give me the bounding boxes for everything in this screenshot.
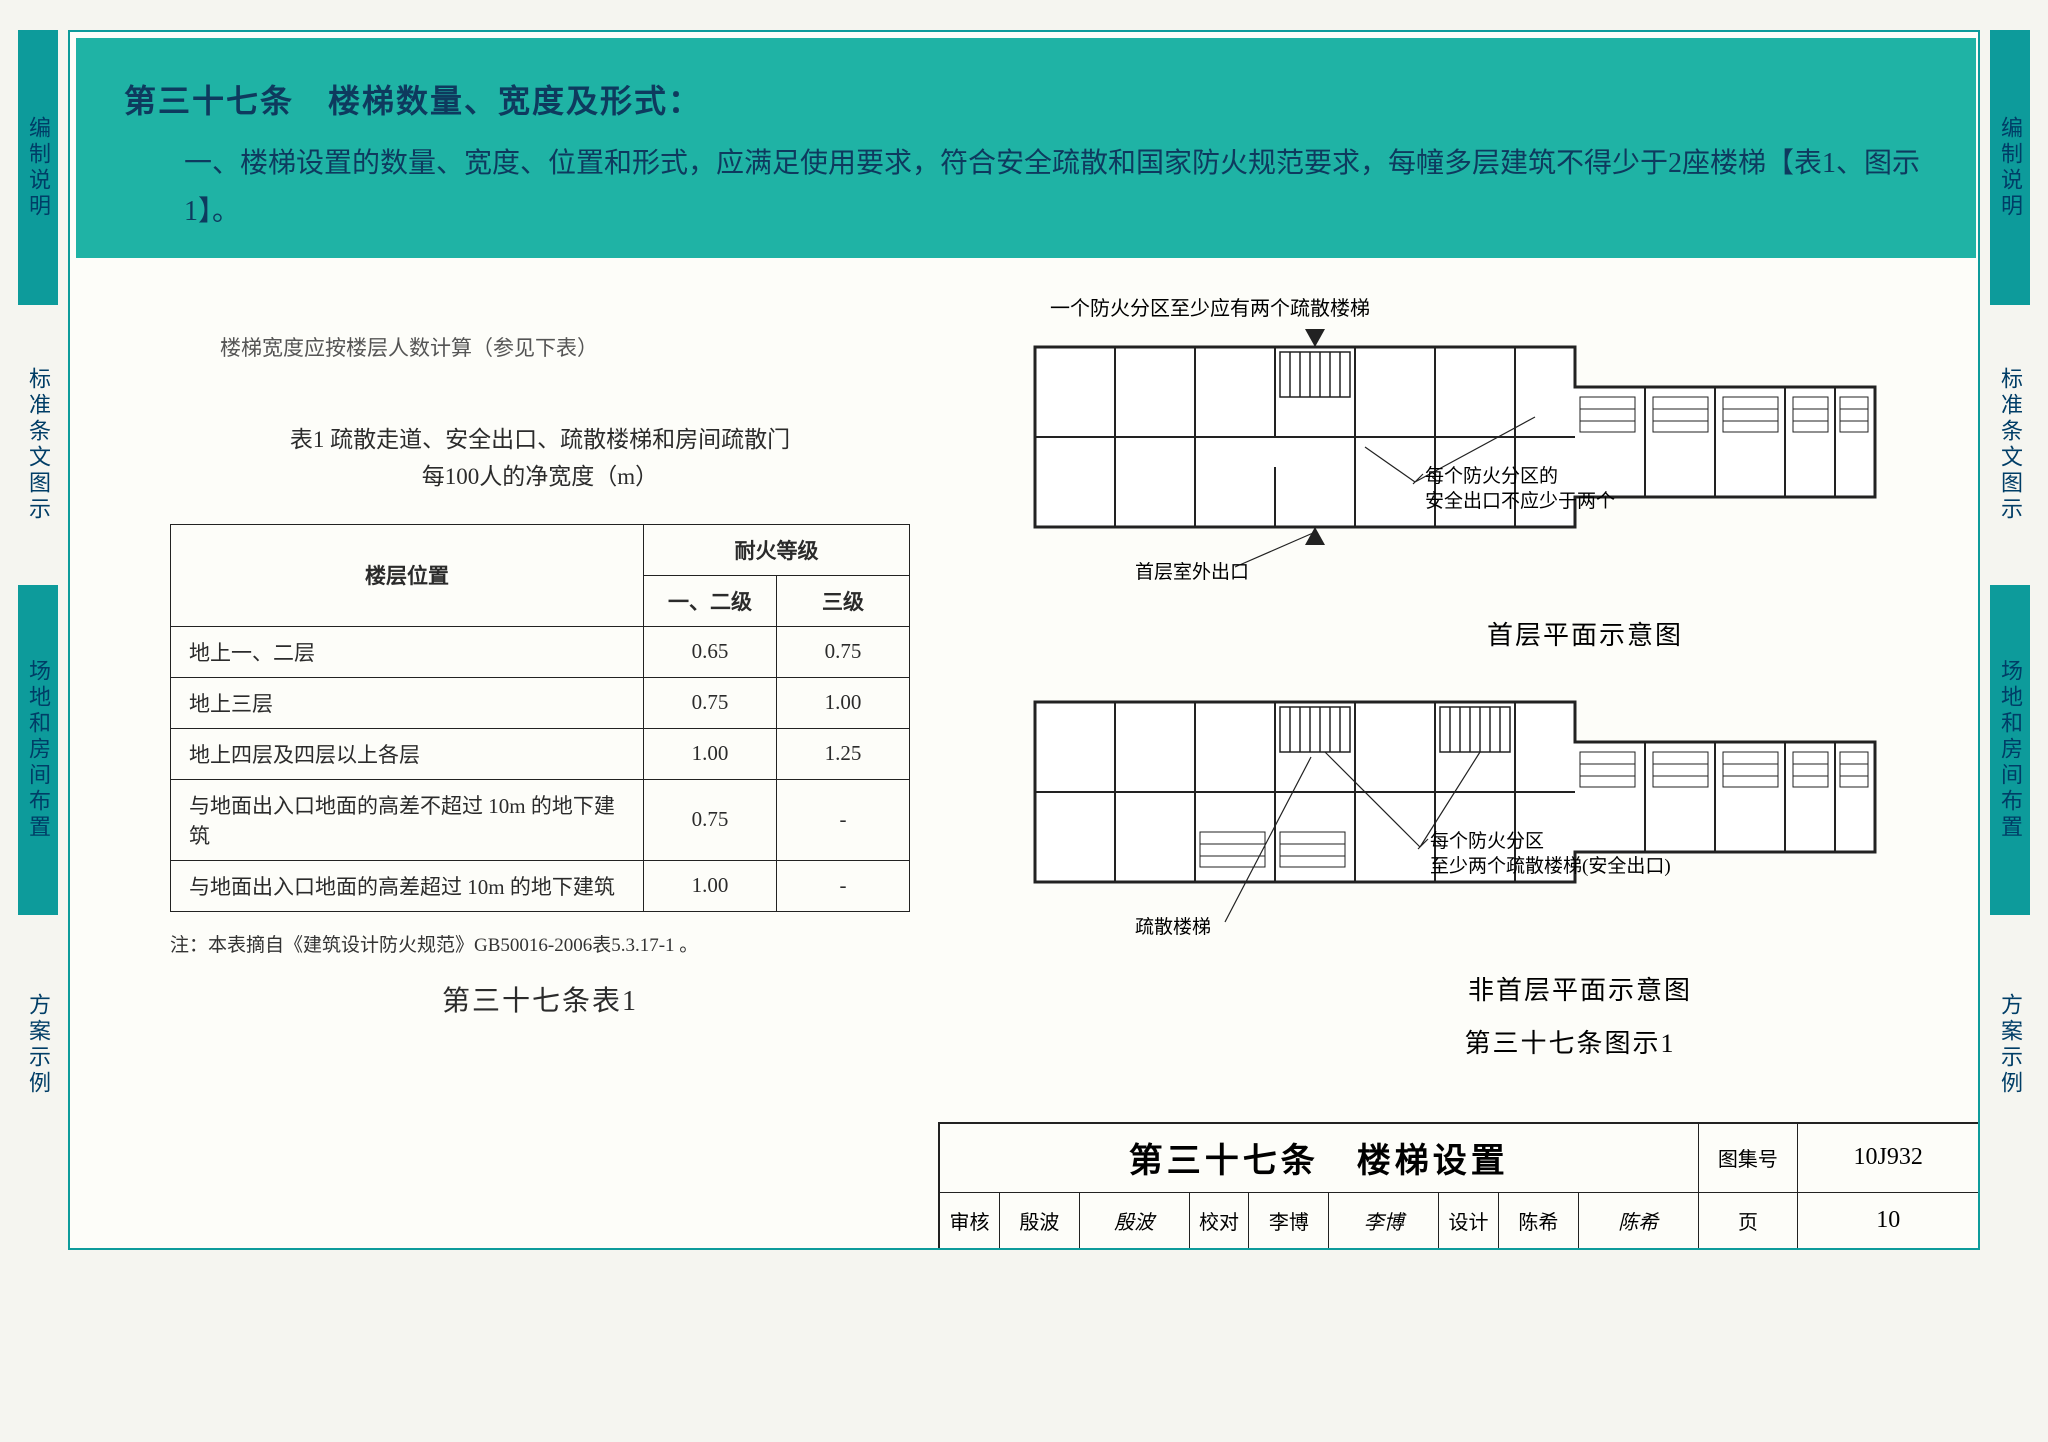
design-name: 陈希 bbox=[1499, 1193, 1579, 1248]
sidebar-section: 场地和房间布置 bbox=[1990, 585, 2030, 915]
review-label: 审核 bbox=[940, 1193, 1000, 1248]
plan2-caption: 非首层平面示意图 bbox=[1240, 970, 1920, 1007]
header-box: 第三十七条 楼梯数量、宽度及形式： 一、楼梯设置的数量、宽度、位置和形式，应满足… bbox=[76, 38, 1976, 258]
sidebar-section: 方案示例 bbox=[18, 915, 58, 1175]
sidebar-section: 编制说明 bbox=[18, 30, 58, 305]
table-row: 与地面出入口地面的高差超过 10m 的地下建筑1.00- bbox=[171, 860, 910, 911]
check-name: 李博 bbox=[1249, 1193, 1329, 1248]
right-column: 一个防火分区至少应有两个疏散楼梯 bbox=[990, 292, 1920, 1060]
table-row: 地上四层及四层以上各层1.001.25 bbox=[171, 728, 910, 779]
col-fire-rating-group: 耐火等级 bbox=[643, 524, 909, 575]
sidebar-section: 标准条文图示 bbox=[1990, 305, 2030, 585]
annot-exit-count: 每个防火分区的 安全出口不应少于两个 bbox=[1425, 465, 1685, 514]
check-label: 校对 bbox=[1190, 1193, 1250, 1248]
content-area: 楼梯宽度应按楼层人数计算（参见下表） 表1 疏散走道、安全出口、疏散楼梯和房间疏… bbox=[130, 292, 1920, 1212]
table-caption: 第三十七条表1 bbox=[130, 979, 950, 1019]
page-frame: 第三十七条 楼梯数量、宽度及形式： 一、楼梯设置的数量、宽度、位置和形式，应满足… bbox=[68, 30, 1980, 1250]
check-sig: 李博 bbox=[1329, 1193, 1439, 1248]
evacuation-width-table: 楼层位置 耐火等级 一、二级 三级 地上一、二层0.650.75地上三层0.75… bbox=[170, 524, 910, 912]
table-footnote: 注：本表摘自《建筑设计防火规范》GB50016-2006表5.3.17-1 。 bbox=[170, 930, 950, 957]
sidebar-section: 场地和房间布置 bbox=[18, 585, 58, 915]
left-column: 楼梯宽度应按楼层人数计算（参见下表） 表1 疏散走道、安全出口、疏散楼梯和房间疏… bbox=[130, 292, 950, 1019]
design-label: 设计 bbox=[1439, 1193, 1499, 1248]
table-row: 地上三层0.751.00 bbox=[171, 677, 910, 728]
ground-floor-plan: 每个防火分区的 安全出口不应少于两个 首层室外出口 bbox=[1015, 327, 1895, 607]
figure-caption: 第三十七条图示1 bbox=[1220, 1023, 1920, 1060]
table-row: 地上一、二层0.650.75 bbox=[171, 626, 910, 677]
review-name: 殷波 bbox=[1000, 1193, 1080, 1248]
article-title: 第三十七条 楼梯数量、宽度及形式： bbox=[124, 76, 1928, 122]
table-title: 表1 疏散走道、安全出口、疏散楼梯和房间疏散门 每100人的净宽度（m） bbox=[130, 422, 950, 496]
annot-stair-count: 每个防火分区 至少两个疏散楼梯(安全出口) bbox=[1430, 830, 1730, 879]
page-label: 页 bbox=[1699, 1193, 1799, 1248]
annot-evac-stair: 疏散楼梯 bbox=[1135, 912, 1211, 939]
col-grade-3: 三级 bbox=[776, 575, 909, 626]
plan1-caption: 首层平面示意图 bbox=[1250, 615, 1920, 652]
annot-ground-exit: 首层室外出口 bbox=[1135, 557, 1249, 584]
fire-zone-note: 一个防火分区至少应有两个疏散楼梯 bbox=[1050, 292, 1920, 321]
width-note: 楼梯宽度应按楼层人数计算（参见下表） bbox=[220, 332, 950, 362]
code-value: 10J932 bbox=[1798, 1124, 1978, 1192]
review-sig: 殷波 bbox=[1080, 1193, 1190, 1248]
article-body: 一、楼梯设置的数量、宽度、位置和形式，应满足使用要求，符合安全疏散和国家防火规范… bbox=[124, 140, 1928, 235]
sidebar-section: 标准条文图示 bbox=[18, 305, 58, 585]
table-row: 与地面出入口地面的高差不超过 10m 的地下建筑0.75- bbox=[171, 779, 910, 860]
title-block: 第三十七条 楼梯设置 图集号 10J932 审核 殷波 殷波 校对 李博 李博 … bbox=[938, 1122, 1978, 1248]
code-label: 图集号 bbox=[1699, 1124, 1799, 1192]
col-floor-position: 楼层位置 bbox=[171, 524, 644, 626]
upper-floor-plan: 每个防火分区 至少两个疏散楼梯(安全出口) 疏散楼梯 bbox=[1015, 682, 1895, 962]
design-sig: 陈希 bbox=[1579, 1193, 1699, 1248]
col-grade-12: 一、二级 bbox=[643, 575, 776, 626]
sidebar-section: 方案示例 bbox=[1990, 915, 2030, 1175]
sidebar-section: 编制说明 bbox=[1990, 30, 2030, 305]
page-value: 10 bbox=[1798, 1193, 1978, 1248]
drawing-title: 第三十七条 楼梯设置 bbox=[940, 1124, 1699, 1192]
